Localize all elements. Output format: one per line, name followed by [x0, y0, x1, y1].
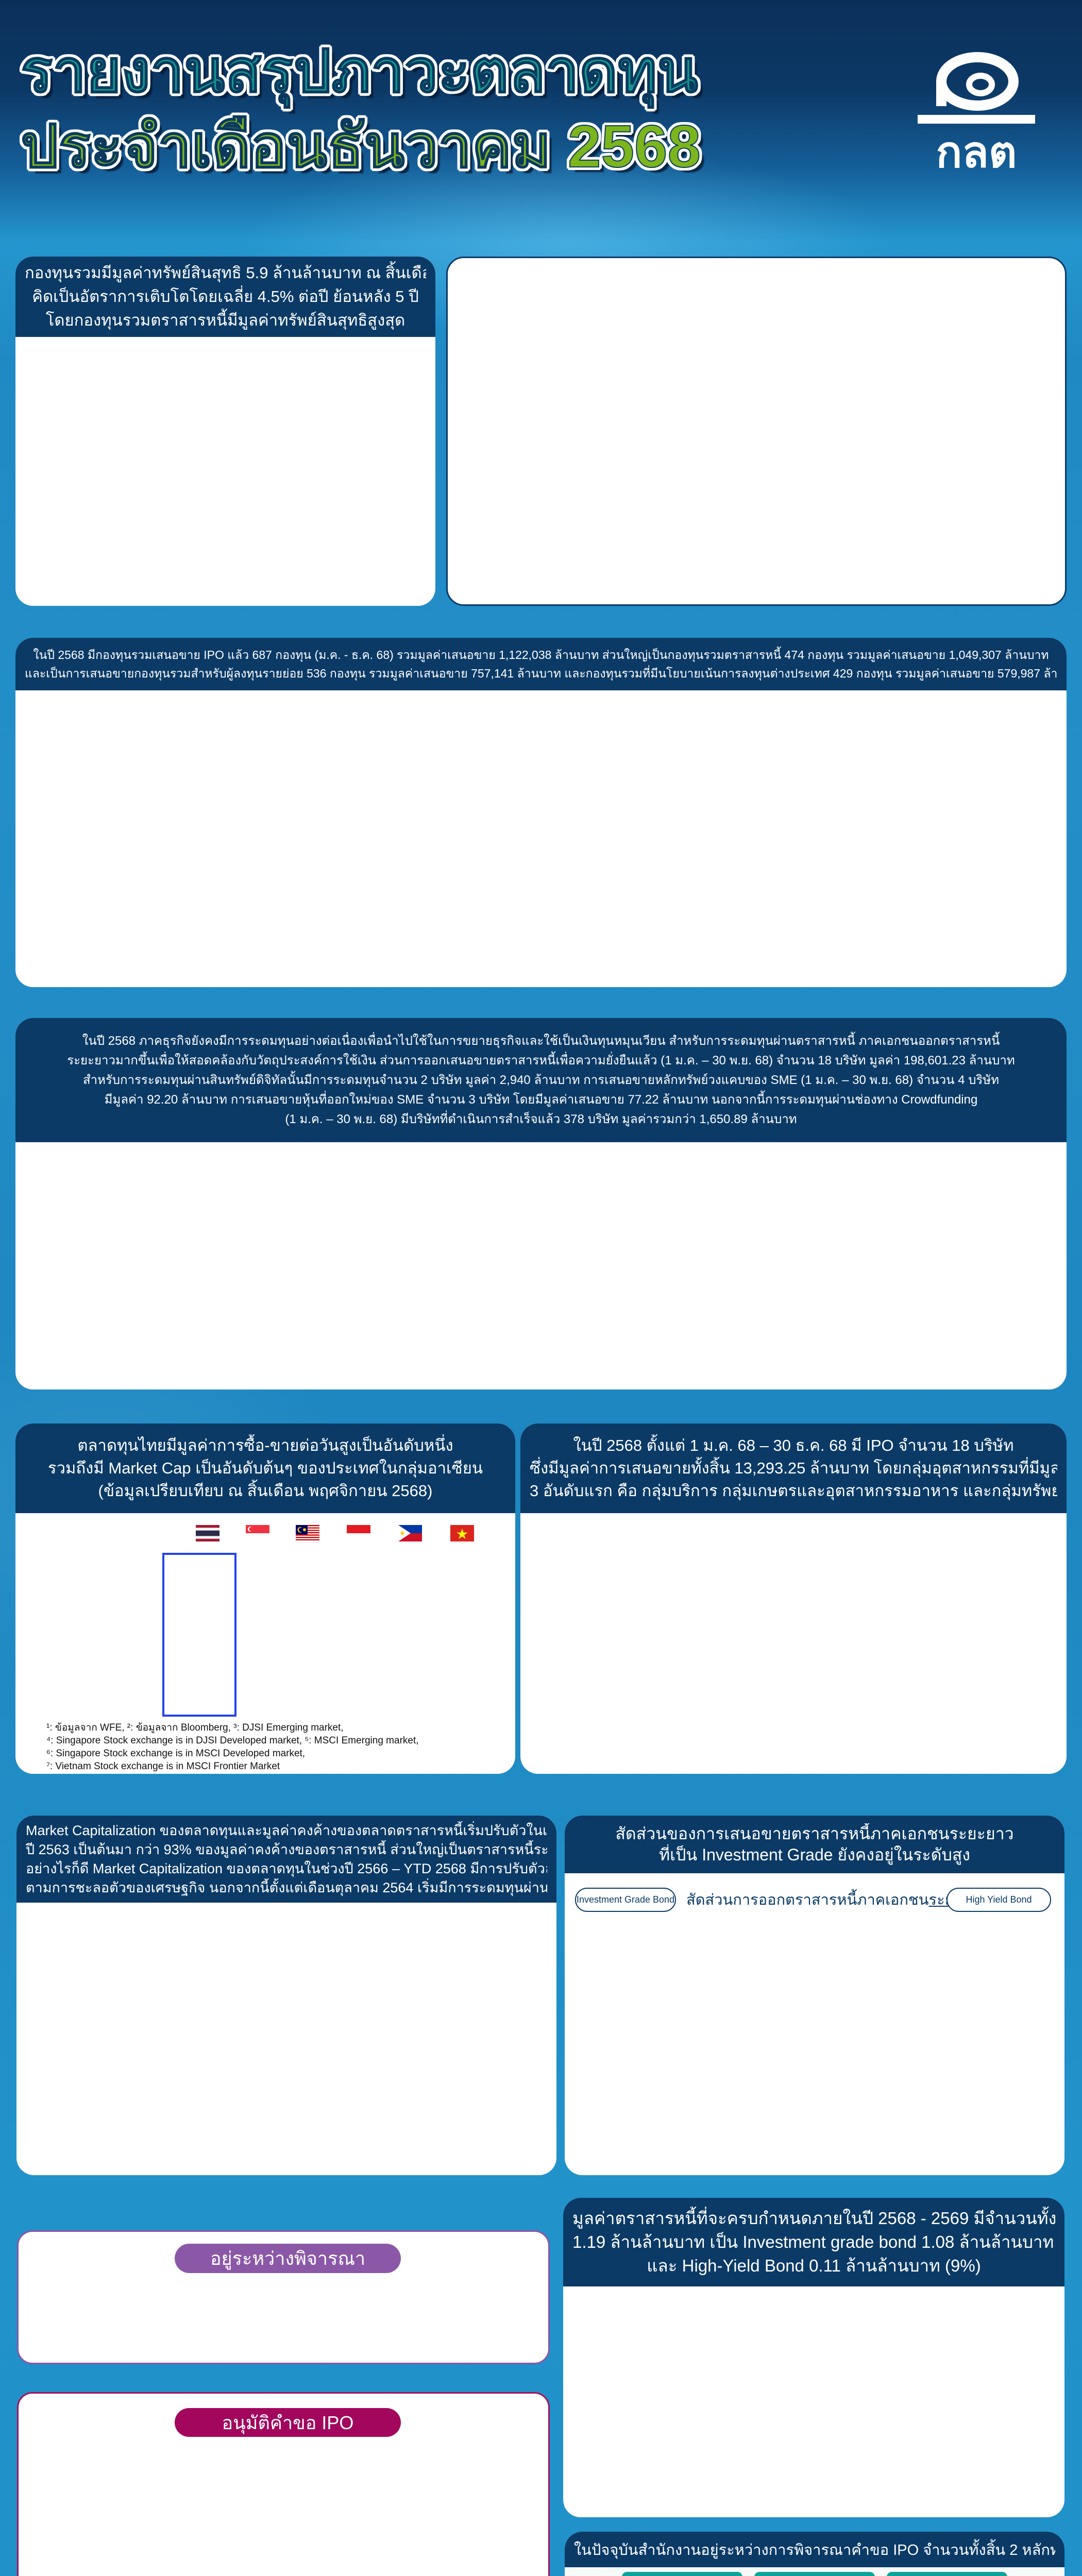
thailand-column-highlight — [162, 1553, 236, 1717]
market-cap-card: Market Capitalization ของตลาดทุนและมูลค่… — [16, 1816, 556, 2175]
sec-logo-symbol-icon — [918, 52, 1035, 124]
bond-share-card: สัดส่วนของการเสนอขายตราสารหนี้ภาคเอกชนระ… — [565, 1816, 1064, 2175]
malaysia-flag-icon — [296, 1525, 319, 1541]
headline-line: ในปี 2568 มีกองทุนรวมเสนอขาย IPO แล้ว 68… — [33, 648, 1049, 662]
headline-line: สัดส่วนของการเสนอขายตราสารหนี้ภาคเอกชนระ… — [615, 1824, 1014, 1843]
subtitle-text: สัดส่วนการออกตราสารหนี้ภาคเอกชน — [686, 1892, 929, 1908]
flag-star — [457, 1529, 468, 1539]
footnote: ⁴: Singapore Stock exchange is in DJSI D… — [46, 1735, 419, 1746]
bond-maturity-donut-charts — [563, 2286, 1064, 2517]
bond-share-headline: สัดส่วนของการเสนอขายตราสารหนี้ภาคเอกชนระ… — [565, 1816, 1064, 1873]
ipo-industry-card: ในปี 2568 ตั้งแต่ 1 ม.ค. 68 – 30 ธ.ค. 68… — [520, 1423, 1067, 1774]
headline-line: ซึ่งมีมูลค่าการเสนอขายทั้งสิ้น 13,293.25… — [530, 1459, 1057, 1477]
table-footnotes: ¹: ข้อมูลจาก WFE, ²: ข้อมูลจาก Bloomberg… — [46, 1721, 419, 1773]
pending-title: อยู่ระหว่างพิจารณา — [175, 2244, 401, 2273]
flag-stripe — [246, 1533, 269, 1541]
capital-raising-charts — [15, 1142, 1067, 1389]
headline-line: โดยกองทุนรวมตราสารหนี้มีมูลค่าทรัพย์สินส… — [45, 311, 405, 329]
headline-line: ที่เป็น Investment Grade ยังคงอยู่ในระดั… — [659, 1845, 970, 1864]
headline-line: 1.19 ล้านล้านบาท เป็น Investment grade b… — [572, 2232, 1055, 2251]
headline-line: และเป็นการเสนอขายกองทุนรวมสำหรับผู้ลงทุน… — [25, 667, 1057, 680]
headline-line: และ High-Yield Bond 0.11 ล้านล้านบาท (9%… — [647, 2256, 981, 2275]
headline-line: คิดเป็นอัตราการเติบโตโดยเฉลี่ย 4.5% ต่อป… — [32, 287, 419, 306]
flag-stripe — [347, 1533, 370, 1541]
ipo-status-headline: ในปัจจุบันสำนักงานอยู่ระหว่างการพิจารณาค… — [565, 2532, 1064, 2567]
ipo-industry-headline: ในปี 2568 ตั้งแต่ 1 ม.ค. 68 – 30 ธ.ค. 68… — [520, 1423, 1067, 1513]
fund-ipo-card: ในปี 2568 มีกองทุนรวมเสนอขาย IPO แล้ว 68… — [15, 638, 1067, 987]
asean-headline: ตลาดทุนไทยมีมูลค่าการซื้อ-ขายต่อวันสูงเป… — [15, 1423, 515, 1513]
bond-share-subtitle: สัดส่วนการออกตราสารหนี้ภาคเอกชนระยะยาว — [686, 1888, 987, 1911]
approved-ipo-box: อนุมัติคำขอ IPO — [17, 2392, 550, 2576]
market-cap-gdp-line-chart — [16, 1903, 556, 2175]
sec-logo-text: กลต — [936, 128, 1017, 176]
singapore-flag-icon — [246, 1525, 269, 1541]
logo-bar — [918, 115, 1035, 124]
bond-grade-share-chart — [565, 1873, 1064, 2175]
flag-sun — [400, 1531, 404, 1535]
headline-line: Market Capitalization ของตลาดทุนและมูลค่… — [26, 1822, 547, 1838]
flag-crescent-cut — [299, 1527, 304, 1532]
ipo-industry-charts — [520, 1513, 1067, 1774]
headline-line: รวมถึงมี Market Cap เป็นอันดับต้นๆ ของปร… — [47, 1459, 483, 1477]
report-subtitle: ประจำเดือนธันวาคม 2568 — [20, 113, 701, 180]
thailand-flag-icon — [196, 1525, 219, 1541]
market-cap-headline: Market Capitalization ของตลาดทุนและมูลค่… — [16, 1816, 556, 1903]
capital-raising-card: ในปี 2568 ภาคธุรกิจยังคงมีการระดมทุนอย่า… — [15, 1018, 1067, 1389]
headline-line: ในปัจจุบันสำนักงานอยู่ระหว่างการพิจารณาค… — [574, 2541, 1055, 2558]
under-review-tile: อยู่ระหว่างพิจารณา 2 — [754, 2572, 875, 2576]
capital-raising-summary-card — [446, 257, 1067, 606]
headline-line: ในปี 2568 ภาคธุรกิจยังคงมีการระดมทุนอย่า… — [82, 1033, 1000, 1048]
footnote: ¹: ข้อมูลจาก WFE, ²: ข้อมูลจาก Bloomberg… — [46, 1722, 344, 1733]
indonesia-flag-icon — [347, 1525, 370, 1541]
flag-crescent-cut — [249, 1527, 254, 1532]
approved-ipo-title: อนุมัติคำขอ IPO — [175, 2408, 401, 2437]
pre-consult-tile: Pre-consult* 40 — [622, 2572, 742, 2576]
logo-stem — [936, 80, 946, 106]
vietnam-flag-icon — [450, 1525, 474, 1541]
bond-maturity-headline: มูลค่าตราสารหนี้ที่จะครบกำหนดภายในปี 256… — [563, 2198, 1064, 2286]
headline-line: อย่างไรก็ดี Market Capitalization ของตลา… — [26, 1860, 547, 1876]
fund-nav-stacked-bar-chart — [15, 337, 435, 606]
high-yield-pill: High Yield Bond — [946, 1888, 1051, 1912]
pending-ipo-box: อยู่ระหว่างพิจารณา — [17, 2230, 550, 2364]
flag-star — [303, 1528, 306, 1532]
logo-outer-ring — [936, 52, 1019, 111]
headline-line: ในปี 2568 ตั้งแต่ 1 ม.ค. 68 – 30 ธ.ค. 68… — [573, 1436, 1014, 1454]
headline-line: สำหรับการระดมทุนผ่านสินทรัพย์ดิจิทัลนั้น… — [82, 1073, 1000, 1087]
flag-stripe — [347, 1525, 370, 1533]
headline-line: มีมูลค่า 92.20 ล้านบาท การเสนอขายหุ้นที่… — [104, 1092, 978, 1107]
report-title: รายงานสรุปภาวะตลาดทุน — [20, 38, 699, 105]
headline-line: กองทุนรวมมีมูลค่าทรัพย์สินสุทธิ 5.9 ล้าน… — [25, 264, 426, 282]
footnote: ⁷: Vietnam Stock exchange is in MSCI Fro… — [46, 1761, 280, 1772]
headline-line: ตามการชะลอตัวของเศรษฐกิจ นอกจากนี้ตั้งแต… — [26, 1879, 547, 1895]
approved-tile: อนุมัติคำขอ 5 — [887, 2572, 1007, 2576]
headline-line: ตลาดทุนไทยมีมูลค่าการซื้อ-ขายต่อวันสูงเป… — [77, 1436, 453, 1454]
headline-line: ปี 2563 เป็นต้นมา กว่า 93% ของมูลค่าคงค้… — [26, 1841, 547, 1857]
flag-triangle — [398, 1525, 411, 1541]
headline-line: (1 ม.ค. – 30 พ.ย. 68) มีบริษัทที่ดำเนินก… — [285, 1112, 797, 1126]
headline-line: ระยะยาวมากขึ้นเพื่อให้สอดคล้องกับวัตถุปร… — [67, 1053, 1015, 1067]
fund-ipo-headline: ในปี 2568 มีกองทุนรวมเสนอขาย IPO แล้ว 68… — [15, 638, 1067, 690]
flag-stripe — [196, 1530, 219, 1536]
headline-line: 3 อันดับแรก คือ กลุ่มบริการ กลุ่มเกษตรแล… — [530, 1482, 1057, 1500]
logo-inner-ring — [966, 73, 995, 96]
footnote: ⁶: Singapore Stock exchange is in MSCI D… — [46, 1748, 306, 1759]
ipo-status-card: ในปัจจุบันสำนักงานอยู่ระหว่างการพิจารณาค… — [565, 2532, 1064, 2576]
bond-maturity-card: มูลค่าตราสารหนี้ที่จะครบกำหนดภายในปี 256… — [563, 2198, 1064, 2517]
asean-comparison-card: ตลาดทุนไทยมีมูลค่าการซื้อ-ขายต่อวันสูงเป… — [15, 1423, 515, 1774]
fund-nav-card: กองทุนรวมมีมูลค่าทรัพย์สินสุทธิ 5.9 ล้าน… — [15, 257, 435, 606]
sec-logo: กลต — [915, 52, 1038, 176]
fund-ipo-bar-charts — [15, 690, 1067, 987]
fund-nav-headline: กองทุนรวมมีมูลค่าทรัพย์สินสุทธิ 5.9 ล้าน… — [15, 257, 435, 337]
headline-line: (ข้อมูลเปรียบเทียบ ณ สิ้นเดือน พฤศจิกายน… — [98, 1482, 433, 1500]
capital-raising-headline: ในปี 2568 ภาคธุรกิจยังคงมีการระดมทุนอย่า… — [15, 1018, 1067, 1142]
headline-line: มูลค่าตราสารหนี้ที่จะครบกำหนดภายในปี 256… — [572, 2209, 1055, 2228]
philippines-flag-icon — [398, 1525, 422, 1541]
investment-grade-pill: Investment Grade Bond — [575, 1888, 676, 1912]
